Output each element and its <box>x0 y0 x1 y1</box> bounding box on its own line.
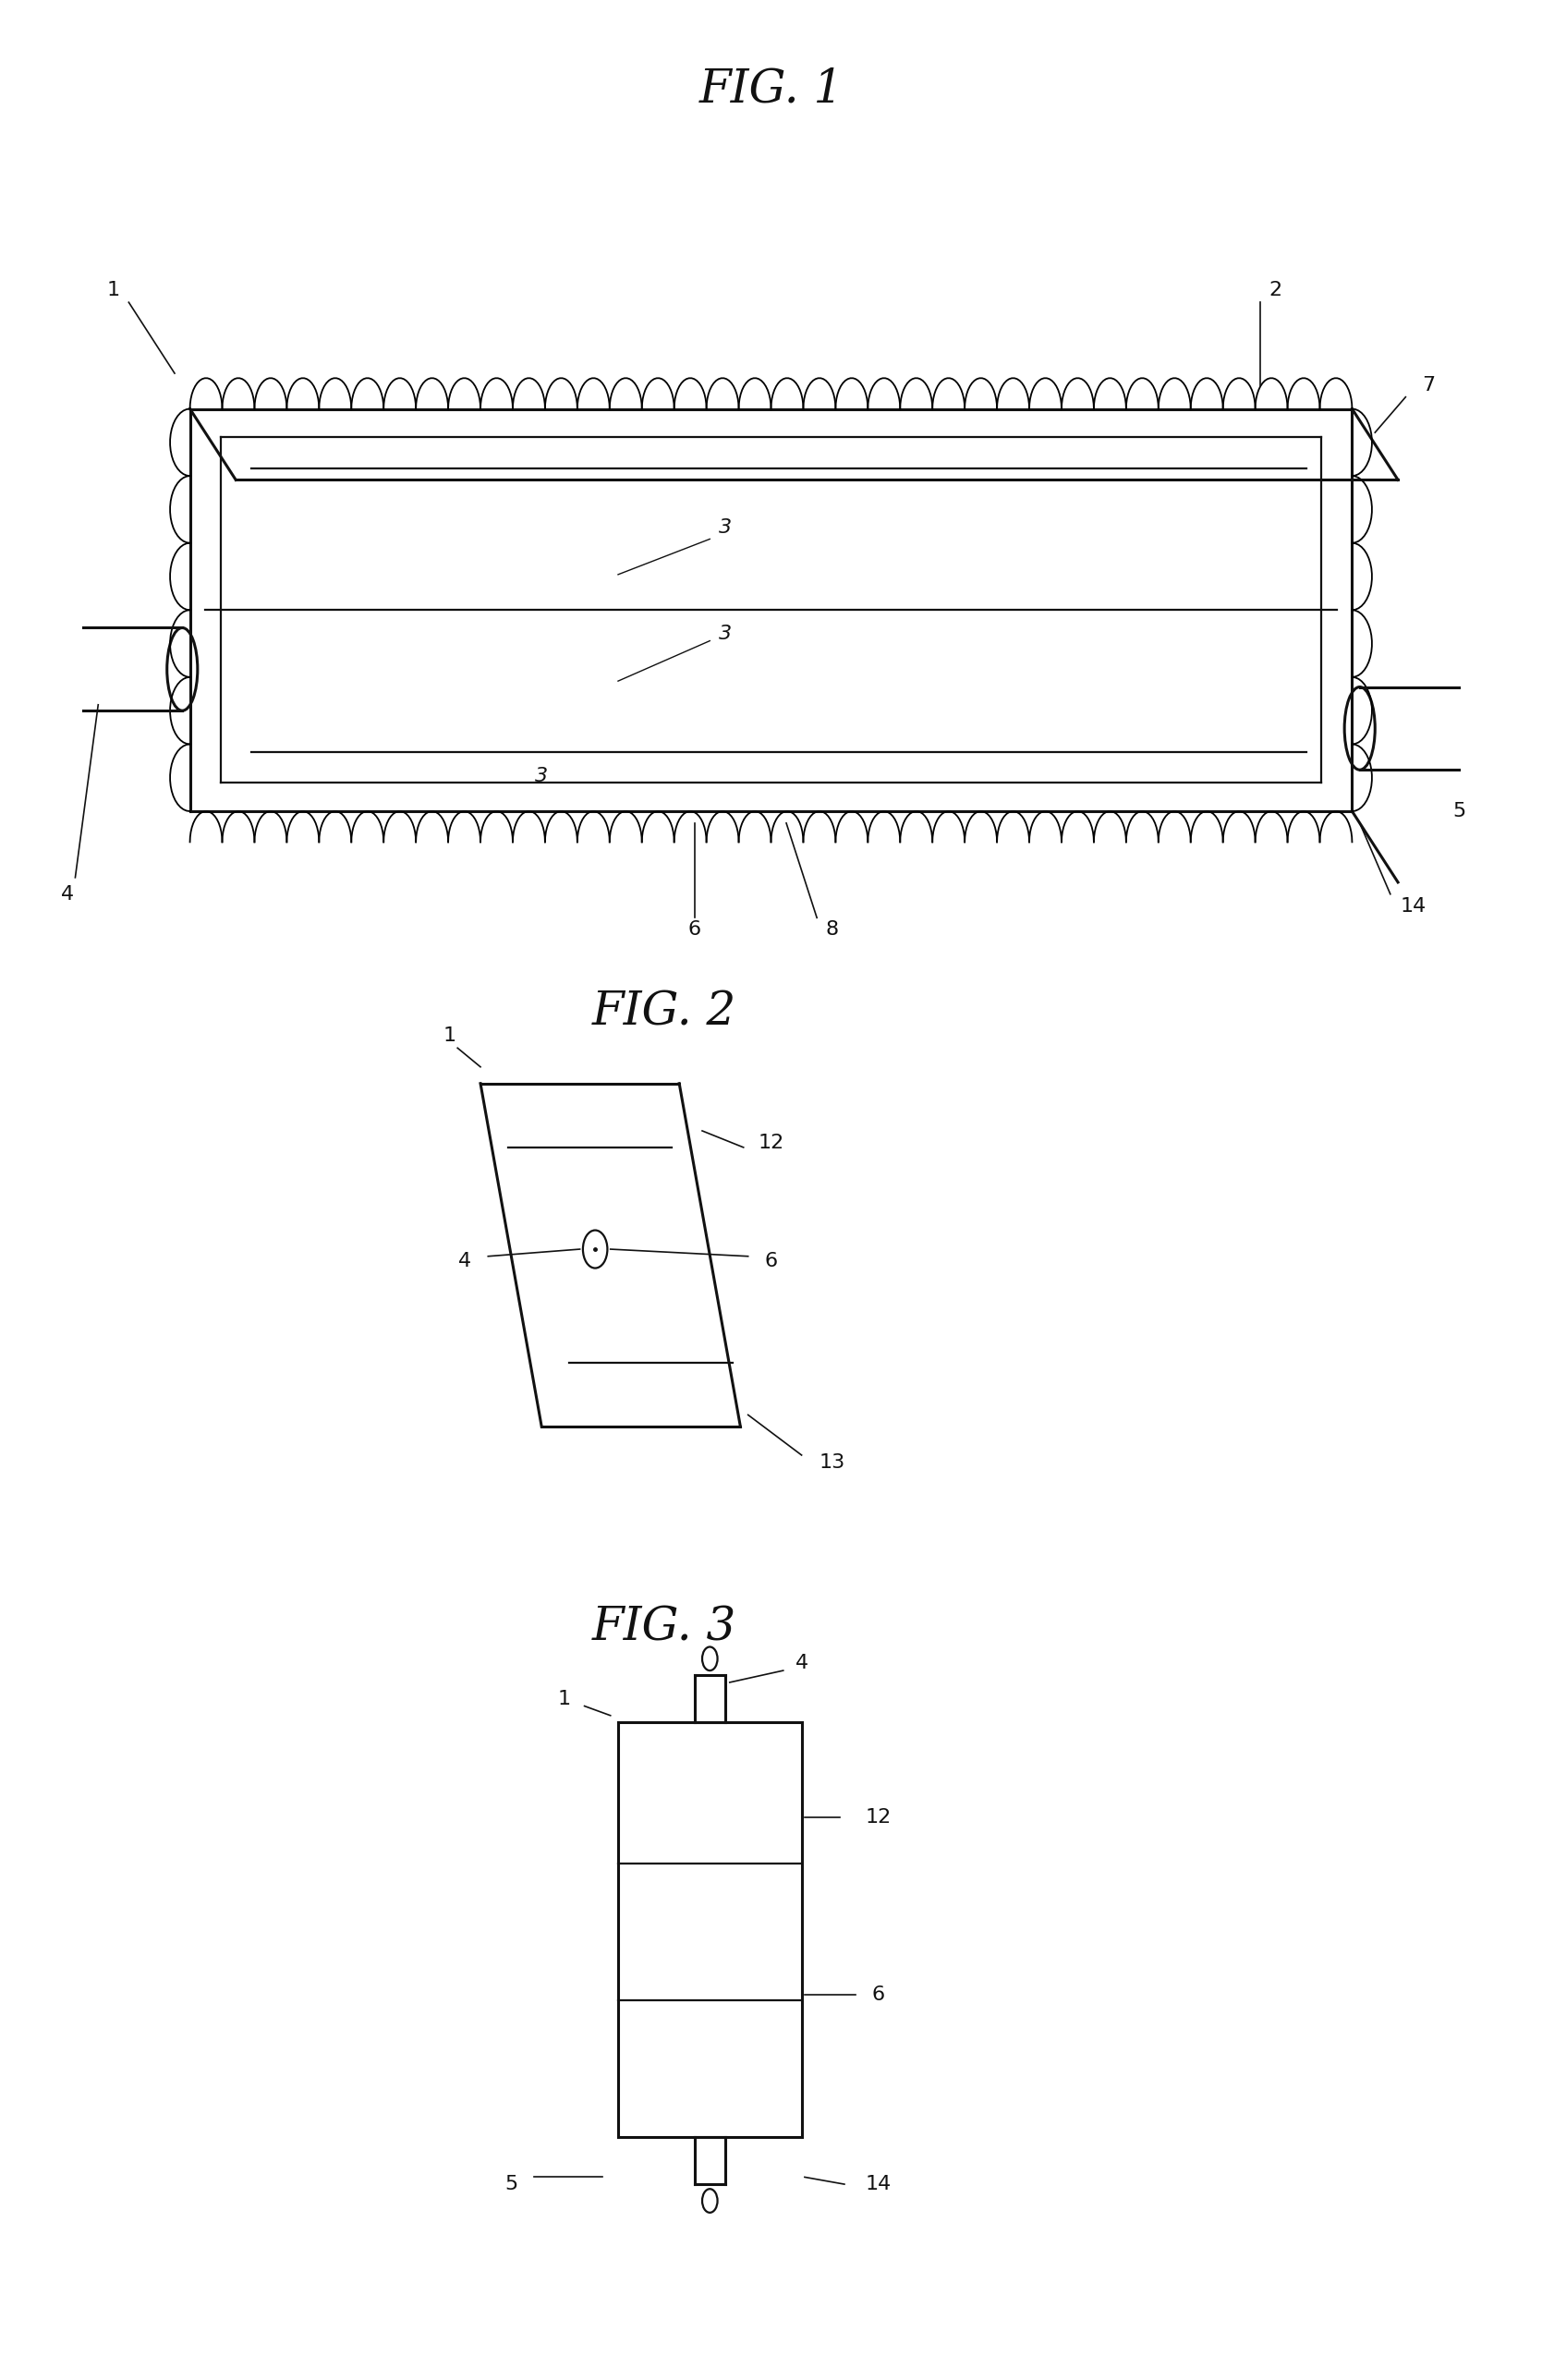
Ellipse shape <box>1345 688 1375 769</box>
Text: 3: 3 <box>719 624 731 643</box>
Text: 1: 1 <box>558 1690 571 1709</box>
Text: 12: 12 <box>759 1133 783 1152</box>
Text: 7: 7 <box>1422 376 1436 395</box>
Text: FIG. 1: FIG. 1 <box>699 67 843 112</box>
Text: 4: 4 <box>62 885 74 904</box>
Text: 6: 6 <box>871 1985 885 2004</box>
Text: 1: 1 <box>444 1026 456 1045</box>
Text: 13: 13 <box>819 1452 845 1471</box>
Text: FIG. 3: FIG. 3 <box>592 1604 736 1652</box>
Text: 14: 14 <box>865 2175 891 2194</box>
Text: 12: 12 <box>865 1809 891 1825</box>
Text: 4: 4 <box>796 1654 808 1673</box>
Text: 5: 5 <box>1453 802 1466 821</box>
Text: FIG. 2: FIG. 2 <box>592 990 736 1035</box>
Text: 2: 2 <box>1269 281 1281 300</box>
Text: 4: 4 <box>458 1252 472 1271</box>
Text: 8: 8 <box>825 921 839 938</box>
Text: 6: 6 <box>688 921 702 938</box>
Text: 6: 6 <box>765 1252 777 1271</box>
Text: 3: 3 <box>719 519 731 536</box>
Ellipse shape <box>167 628 197 712</box>
Text: 1: 1 <box>106 281 120 300</box>
Text: 3: 3 <box>535 766 547 785</box>
Text: 5: 5 <box>504 2175 518 2194</box>
Text: 14: 14 <box>1400 897 1426 916</box>
